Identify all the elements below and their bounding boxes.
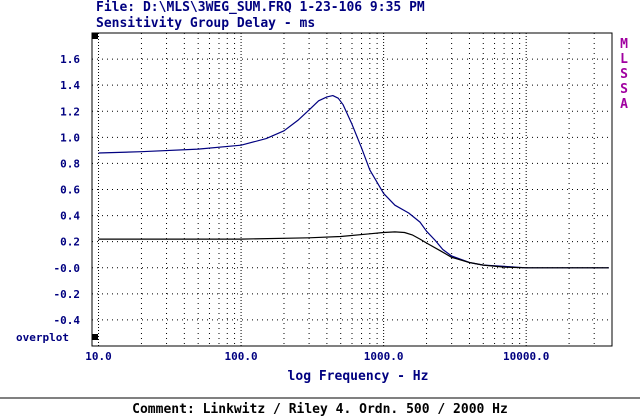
comment-text: Comment: Linkwitz / Riley 4. Ordn. 500 /…	[132, 402, 508, 417]
x-tick-label: 10.0	[85, 350, 112, 363]
y-tick-label: 0.2	[60, 236, 80, 249]
y-tick-label: 1.0	[60, 131, 80, 144]
y-tick-label: -0.4	[54, 314, 81, 327]
series-layer	[98, 94, 609, 269]
side-label-letter: M	[620, 37, 628, 52]
y-tick-label: 0.4	[60, 210, 80, 223]
x-tick-label: 100.0	[225, 350, 258, 363]
series-line-2	[98, 231, 609, 269]
chart-title: Sensitivity Group Delay - ms	[96, 16, 315, 31]
y-tick-label: 0.6	[60, 184, 80, 197]
y-axis-labels: 1.6 1.4 1.2 1.0 0.8 0.6 0.4 0.2 -0.0 -0.2 -0.4	[54, 53, 81, 327]
x-tick-label: 10000.0	[503, 350, 549, 363]
y-tick-label: 0.8	[60, 157, 80, 170]
y-tick-label: 1.4	[60, 79, 80, 92]
side-label-letter: S	[620, 67, 628, 82]
x-axis-label: log Frequency - Hz	[288, 369, 429, 384]
y-tick-label: -0.2	[54, 288, 81, 301]
x-axis-labels: 10.0 100.0 1000.0 10000.0	[85, 350, 549, 363]
corner-marker-bottom	[92, 334, 98, 340]
side-label-letter: A	[620, 97, 628, 112]
side-label-letter: S	[620, 82, 628, 97]
grid-lines	[92, 33, 612, 346]
y-tick-label: -0.0	[54, 262, 81, 275]
side-label-letter: L	[620, 52, 628, 67]
x-tick-label: 1000.0	[364, 350, 404, 363]
overplot-label: overplot	[16, 331, 69, 344]
y-tick-label: 1.2	[60, 105, 80, 118]
file-line: File: D:\MLS\3WEG_SUM.FRQ 1-23-106 9:35 …	[96, 0, 425, 15]
corner-marker-top	[92, 33, 98, 39]
y-tick-label: 1.6	[60, 53, 80, 66]
